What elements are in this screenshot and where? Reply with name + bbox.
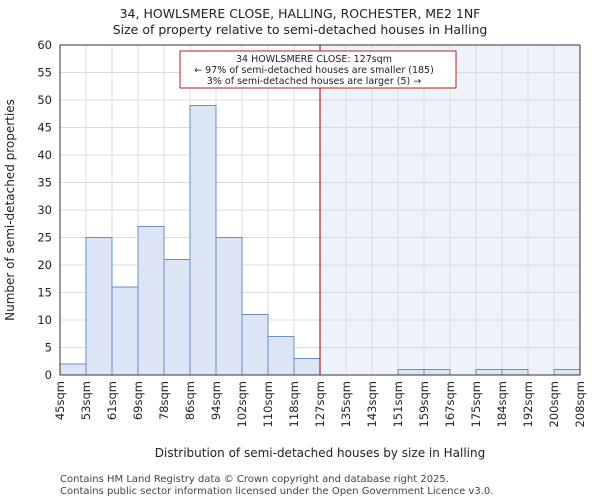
y-tick-label: 55 xyxy=(37,66,52,80)
histogram-bar xyxy=(475,369,503,376)
y-tick-label: 25 xyxy=(37,231,52,245)
y-tick-label: 60 xyxy=(37,38,52,52)
x-tick-label: 192sqm xyxy=(521,381,535,427)
y-tick-label: 30 xyxy=(37,203,52,217)
x-tick-label: 102sqm xyxy=(235,381,249,427)
x-tick-label: 69sqm xyxy=(131,381,145,420)
histogram-bar xyxy=(423,369,451,376)
histogram-bar xyxy=(267,336,295,376)
annotation-box xyxy=(179,50,457,89)
x-tick-label: 184sqm xyxy=(495,381,509,427)
y-tick-label: 20 xyxy=(37,258,52,272)
histogram-bar xyxy=(85,237,113,376)
x-tick-label: 175sqm xyxy=(469,381,483,427)
x-tick-label: 86sqm xyxy=(183,381,197,420)
x-tick-label: 45sqm xyxy=(53,381,67,420)
y-tick-label: 0 xyxy=(45,368,52,382)
histogram-bar xyxy=(137,226,165,376)
histogram-bar xyxy=(59,363,87,376)
y-tick-label: 10 xyxy=(37,313,52,327)
x-axis-title: Distribution of semi-detached houses by … xyxy=(155,446,486,460)
x-tick-label: 127sqm xyxy=(313,381,327,427)
y-tick-label: 40 xyxy=(37,148,52,162)
x-tick-label: 135sqm xyxy=(339,381,353,427)
x-tick-label: 110sqm xyxy=(261,381,275,427)
y-tick-label: 5 xyxy=(45,341,52,355)
histogram-bar xyxy=(397,369,425,376)
footer-licence: Contains public sector information licen… xyxy=(60,486,494,497)
annotation-line: ← 97% of semi-detached houses are smalle… xyxy=(194,65,434,76)
histogram-bar xyxy=(163,259,191,376)
x-tick-label: 200sqm xyxy=(547,381,561,427)
x-tick-label: 118sqm xyxy=(287,381,301,427)
y-tick-label: 15 xyxy=(37,286,52,300)
x-tick-label: 151sqm xyxy=(391,381,405,427)
x-tick-label: 78sqm xyxy=(157,381,171,420)
histogram-bar xyxy=(293,358,321,376)
x-tick-label: 208sqm xyxy=(573,381,587,427)
histogram-bar xyxy=(241,314,269,376)
x-tick-label: 53sqm xyxy=(79,381,93,420)
footer-copyright: Contains HM Land Registry data © Crown c… xyxy=(60,474,449,485)
x-tick-label: 159sqm xyxy=(417,381,431,427)
histogram-bar xyxy=(553,369,581,376)
y-axis-title: Number of semi-detached properties xyxy=(3,99,17,321)
x-tick-label: 61sqm xyxy=(105,381,119,420)
y-tick-label: 50 xyxy=(37,93,52,107)
annotation-line: 34 HOWLSMERE CLOSE: 127sqm xyxy=(236,54,392,65)
chart-subtitle: Size of property relative to semi-detach… xyxy=(112,22,488,37)
histogram-bar xyxy=(215,237,243,376)
chart-title: 34, HOWLSMERE CLOSE, HALLING, ROCHESTER,… xyxy=(119,6,481,21)
y-tick-label: 35 xyxy=(37,176,52,190)
histogram-bar xyxy=(501,369,529,376)
y-tick-label: 45 xyxy=(37,121,52,135)
histogram-bar xyxy=(189,105,217,376)
x-tick-label: 167sqm xyxy=(443,381,457,427)
x-tick-label: 143sqm xyxy=(365,381,379,427)
x-tick-label: 94sqm xyxy=(209,381,223,420)
histogram-bar xyxy=(111,286,139,376)
annotation-line: 3% of semi-detached houses are larger (5… xyxy=(207,76,421,87)
